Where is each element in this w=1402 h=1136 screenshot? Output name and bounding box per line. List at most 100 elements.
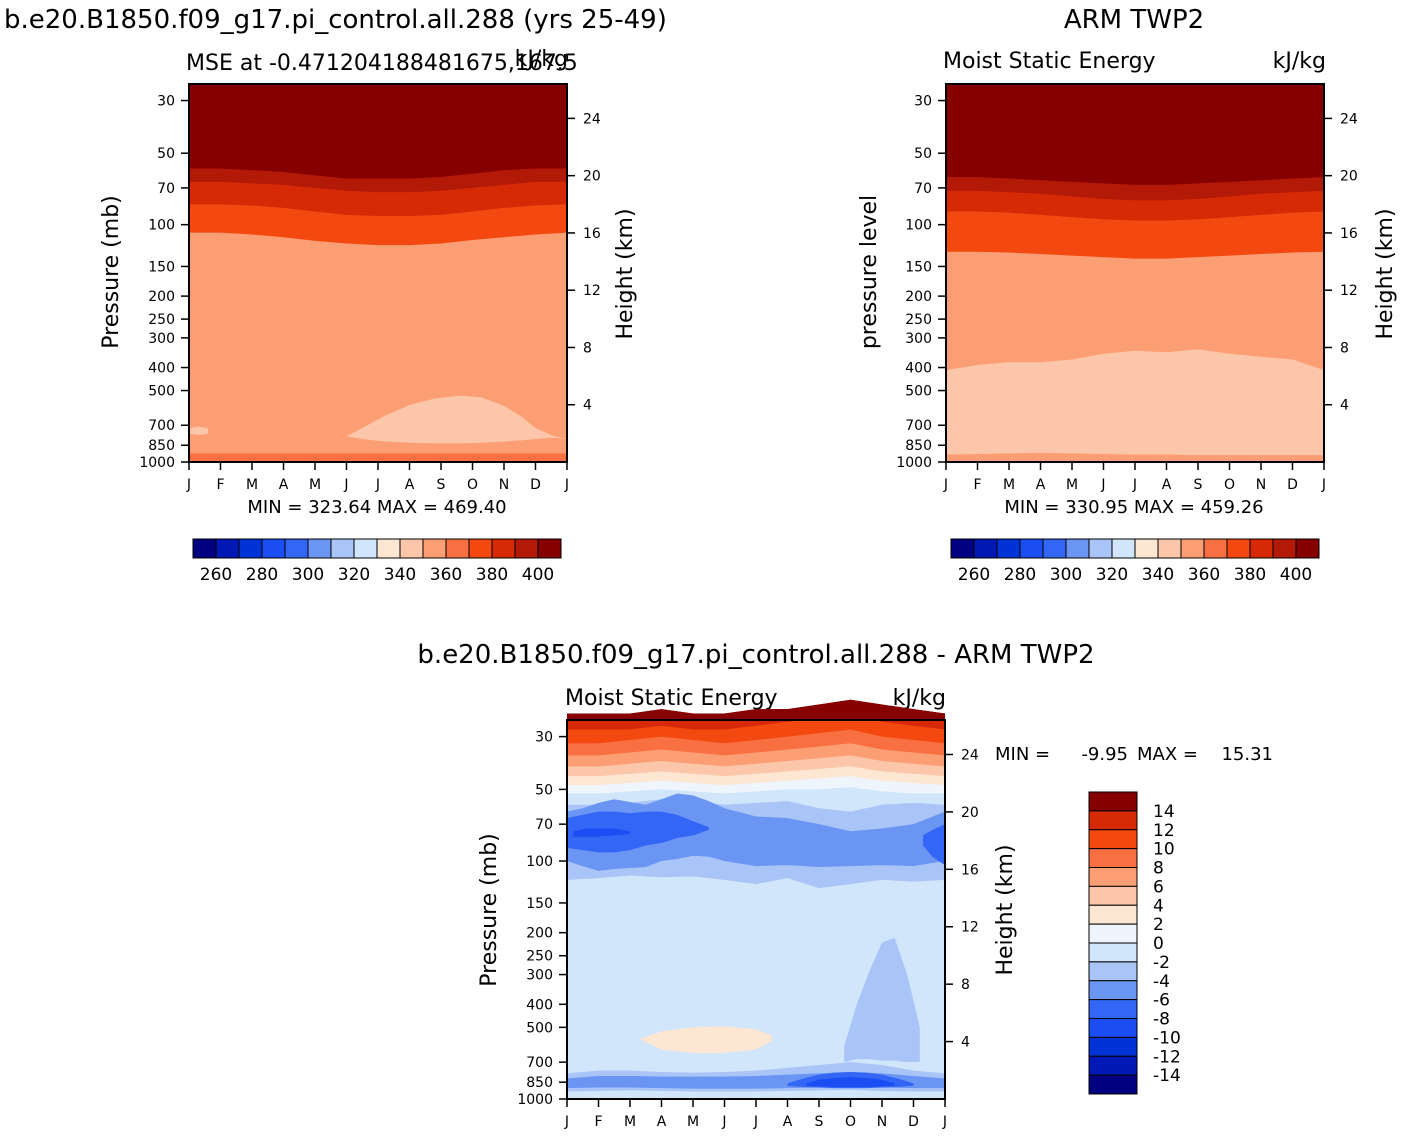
diff-contour-band-8: [567, 720, 945, 744]
obs-colorbar-box: [950, 538, 975, 559]
diff-x-tick-label: D: [908, 1114, 919, 1130]
diff-x-tick-label: S: [815, 1114, 824, 1130]
diff-colorbar-label: -2: [1153, 953, 1170, 973]
model-ylabel: Pressure (mb): [99, 195, 124, 349]
model-colorbar-box: [215, 538, 240, 559]
model-colorbar-label: 360: [430, 565, 462, 585]
obs-panel-units: kJ/kg: [1273, 49, 1326, 74]
model-x-tick-label: M: [309, 477, 321, 493]
model-x-tick-label: O: [467, 477, 478, 493]
obs-y-tick-label: 850: [905, 438, 932, 454]
diff-ylabel-right: Height (km): [993, 844, 1018, 975]
diff-colorbar-label: 2: [1153, 915, 1164, 935]
diff-contour-blob--4: [844, 937, 920, 1063]
obs-y-tick-label: 30: [914, 94, 932, 110]
diff-y-tick-label: 500: [526, 1020, 553, 1036]
obs-height-tick-label: 24: [1340, 111, 1358, 127]
obs-colorbar-box: [1157, 538, 1182, 559]
obs-y-tick-label: 250: [905, 312, 932, 328]
obs-colorbar-box: [1272, 538, 1297, 559]
obs-colorbar-label: 360: [1188, 565, 1220, 585]
model-colorbar-box: [376, 538, 401, 559]
obs-x-tick-label: M: [1066, 477, 1078, 493]
diff-stats-max-label: MAX =: [1137, 744, 1198, 765]
obs-colorbar-label: 260: [958, 565, 990, 585]
diff-y-tick-label: 100: [526, 854, 553, 870]
model-y-tick-label: 300: [148, 331, 175, 347]
obs-colorbar-box: [996, 538, 1021, 559]
model-colorbar-box: [399, 538, 424, 559]
diff-colorbar-label: -14: [1153, 1066, 1181, 1086]
model-y-tick-label: 850: [148, 438, 175, 454]
diff-height-tick-label: 24: [961, 747, 979, 763]
diff-colorbar-box: [1088, 791, 1138, 812]
obs-x-tick-label: J: [1132, 477, 1137, 493]
model-colorbar-label: 320: [338, 565, 370, 585]
obs-colorbar-label: 340: [1142, 565, 1174, 585]
diff-colorbar-box: [1088, 848, 1138, 868]
right-figure-title: ARM TWP2: [1064, 5, 1204, 35]
obs-y-tick-label: 500: [905, 384, 932, 400]
model-height-tick-label: 20: [583, 169, 601, 185]
model-colorbar-box: [261, 538, 286, 559]
diff-colorbar-label: -12: [1153, 1047, 1181, 1067]
obs-colorbar-label: 320: [1096, 565, 1128, 585]
model-top-band: [189, 84, 567, 167]
model-panel-subtitle: MSE at -0.471204188481675,167.5: [186, 51, 578, 76]
diff-contour-blob--8: [567, 811, 709, 853]
difference-panel: Moist Static Energy kJ/kg Pressure (mb) …: [477, 686, 1273, 1130]
model-colorbar-box: [284, 538, 309, 559]
diff-stats-max: 15.31: [1221, 744, 1273, 765]
obs-colorbar-label: 380: [1234, 565, 1266, 585]
obs-y-tick-label: 100: [905, 218, 932, 234]
diff-top-band: [567, 699, 945, 720]
model-colorbar-label: 340: [384, 565, 416, 585]
model-y-tick-label: 250: [148, 312, 175, 328]
diff-y-tick-label: 250: [526, 949, 553, 965]
model-x-tick-label: A: [405, 477, 415, 493]
model-colorbar-label: 300: [292, 565, 324, 585]
diff-colorbar-label: 12: [1153, 821, 1175, 841]
bottom-figure-title: b.e20.B1850.f09_g17.pi_control.all.288 -…: [417, 640, 1094, 670]
diff-colorbar-label: 0: [1153, 934, 1164, 954]
diff-colorbar-box: [1088, 1036, 1138, 1057]
model-x-tick-label: D: [530, 477, 541, 493]
model-stats: MIN = 323.64 MAX = 469.40: [247, 497, 506, 518]
diff-panel-units: kJ/kg: [893, 686, 946, 711]
model-colorbar-box: [537, 538, 562, 559]
model-x-tick-label: S: [437, 477, 446, 493]
diff-colorbar-box: [1088, 829, 1138, 850]
obs-colorbar-box: [1134, 538, 1159, 559]
obs-y-tick-label: 70: [914, 181, 932, 197]
diff-x-tick-label: J: [564, 1114, 569, 1130]
diff-y-tick-label: 300: [526, 968, 553, 984]
diff-colorbar-box: [1088, 1074, 1138, 1095]
diff-height-tick-label: 20: [961, 805, 979, 821]
model-x-tick-label: J: [375, 477, 380, 493]
model-colorbar-label: 400: [522, 565, 554, 585]
diff-contour-blob--10: [806, 1077, 895, 1087]
diff-colorbar-box: [1088, 942, 1138, 963]
diff-x-tick-label: J: [721, 1114, 726, 1130]
obs-y-tick-label: 400: [905, 361, 932, 377]
model-y-tick-label: 500: [148, 384, 175, 400]
model-y-tick-label: 100: [148, 218, 175, 234]
obs-colorbar-box: [1019, 538, 1044, 559]
model-x-tick-label: J: [564, 477, 569, 493]
model-y-tick-label: 50: [157, 146, 175, 162]
model-colorbar-box: [514, 538, 539, 559]
model-x-tick-label: J: [343, 477, 348, 493]
model-height-tick-label: 12: [583, 283, 601, 299]
obs-y-tick-label: 300: [905, 331, 932, 347]
diff-y-tick-label: 50: [535, 782, 553, 798]
model-colorbar-box: [330, 538, 355, 559]
model-y-tick-label: 700: [148, 418, 175, 434]
diff-height-tick-label: 8: [961, 977, 970, 993]
model-colorbar-label: 260: [200, 565, 232, 585]
model-height-tick-label: 24: [583, 111, 601, 127]
obs-stats: MIN = 330.95 MAX = 459.26: [1004, 497, 1263, 518]
obs-y-tick-label: 50: [914, 146, 932, 162]
diff-colorbar-box: [1088, 923, 1138, 944]
model-x-tick-label: A: [279, 477, 289, 493]
